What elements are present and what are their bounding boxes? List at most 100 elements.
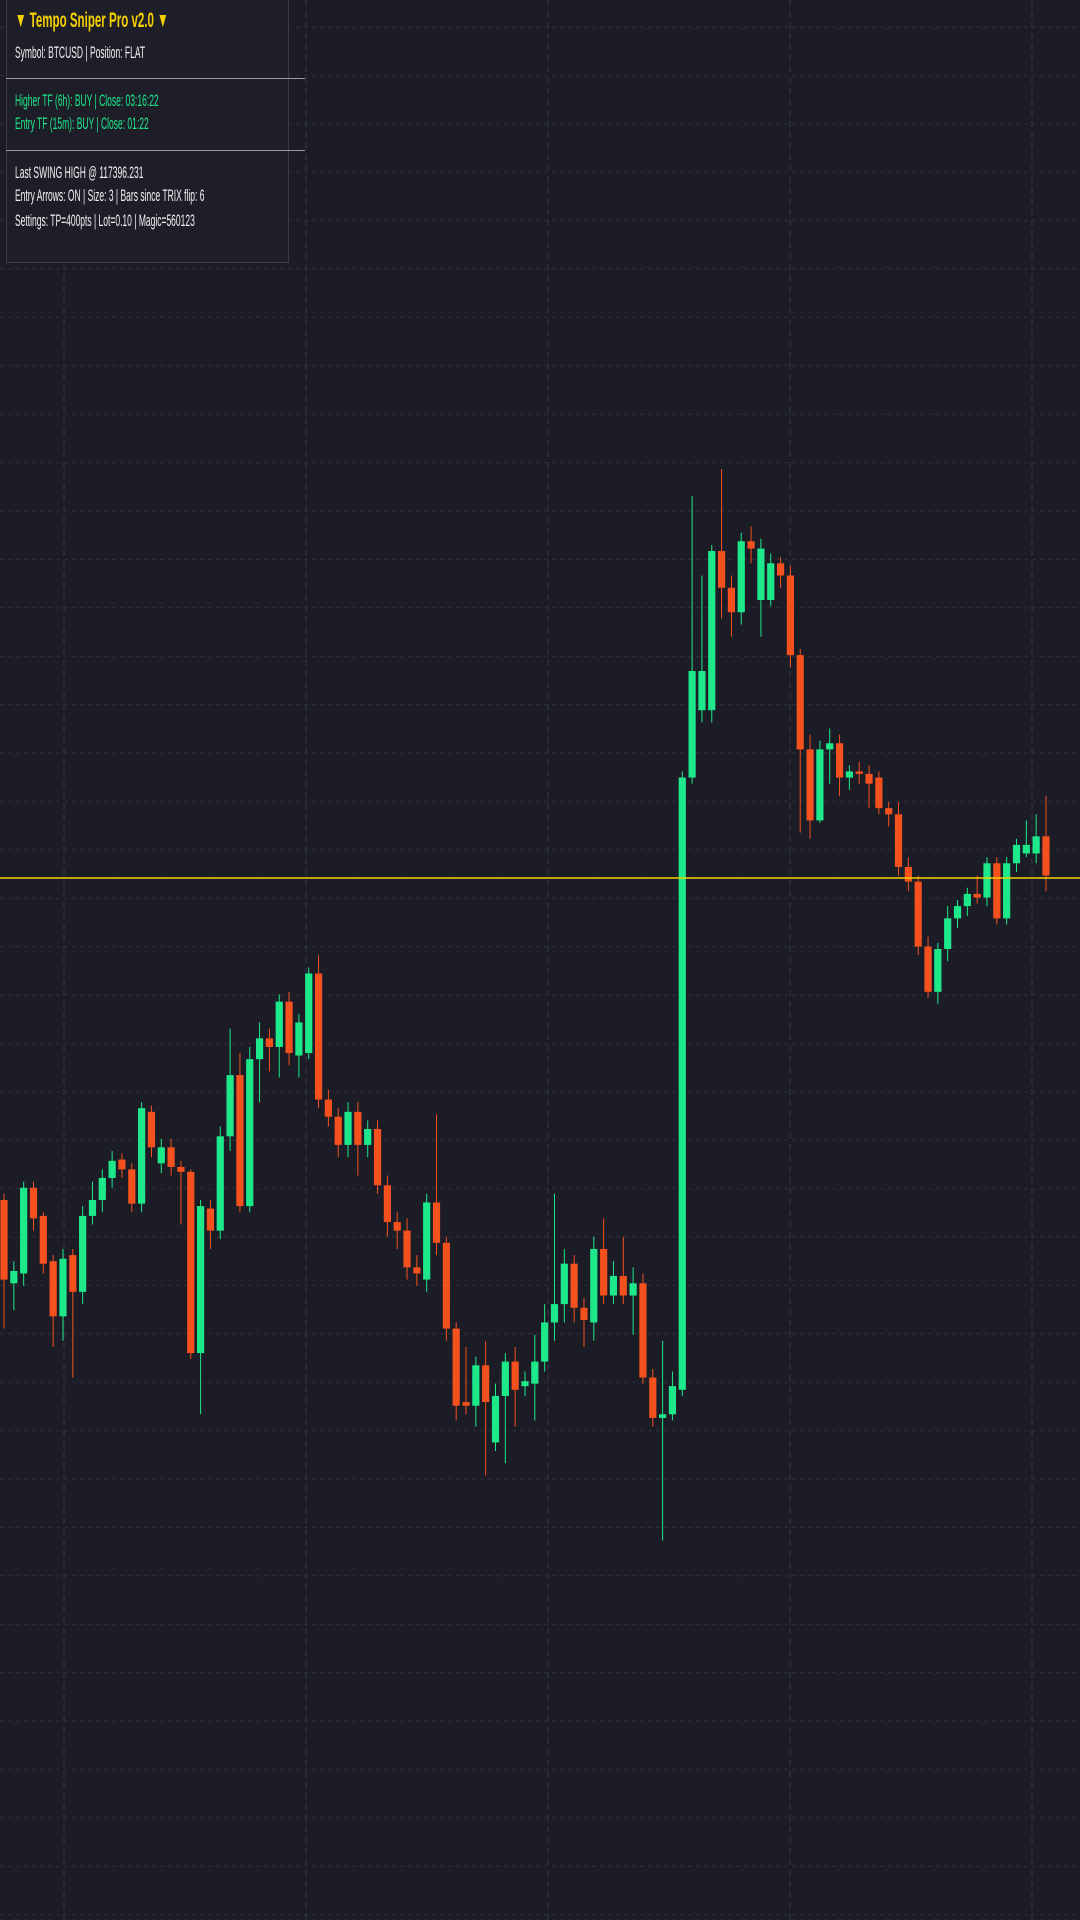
candle-body <box>570 1263 578 1308</box>
candle-body <box>934 948 942 992</box>
candle-body <box>855 771 863 774</box>
candle-body <box>432 1202 441 1243</box>
candle-body <box>20 1187 28 1274</box>
candle-body <box>324 1099 332 1117</box>
candle-body <box>806 749 814 821</box>
candle-body <box>167 1147 175 1167</box>
candle-body <box>255 1038 264 1060</box>
candle-body <box>128 1169 136 1204</box>
candle-body <box>747 541 755 549</box>
candle-body <box>305 973 313 1054</box>
candle-body <box>590 1248 598 1323</box>
candle-body <box>580 1307 588 1320</box>
candle-body <box>177 1166 185 1172</box>
candle-body <box>521 1381 529 1387</box>
candle-body <box>118 1159 126 1170</box>
candle-body <box>108 1160 116 1178</box>
candle-body <box>727 587 736 613</box>
candle-body <box>491 1395 500 1443</box>
candle-body <box>885 808 893 815</box>
candle-body <box>285 1001 293 1054</box>
candle-body <box>737 541 745 613</box>
panel-line: Entry Arrows: ON | Size: 3 | Bars since … <box>15 186 205 205</box>
candle-body <box>786 575 794 656</box>
candle-body <box>757 548 765 600</box>
candle-body <box>79 1215 87 1292</box>
candle-body <box>1022 844 1030 854</box>
candle-body <box>98 1177 106 1200</box>
panel-title: ▼ Tempo Sniper Pro v2.0 ▼ <box>15 9 169 32</box>
candle-body <box>875 777 883 809</box>
candle-body <box>816 749 824 821</box>
candle-body <box>314 973 323 1100</box>
candle-body <box>698 671 706 711</box>
candle-body <box>501 1361 509 1396</box>
candle-body <box>69 1255 77 1292</box>
candle-body <box>354 1111 362 1145</box>
candle-body <box>609 1275 618 1296</box>
candle-body <box>423 1202 431 1280</box>
candle-body <box>236 1075 244 1207</box>
candle-body <box>1012 844 1021 864</box>
candle-body <box>462 1402 470 1406</box>
separator <box>6 78 305 79</box>
candle-body <box>187 1171 195 1354</box>
panel-line: Symbol: BTCUSD | Position: FLAT <box>15 43 146 62</box>
candle-body <box>373 1128 382 1186</box>
panel-line: Higher TF (6h): BUY | Close: 03:16:22 <box>15 91 159 110</box>
candle-body <box>708 551 716 711</box>
candle-body <box>147 1111 156 1148</box>
candle-body <box>10 1271 18 1284</box>
candle-body <box>541 1322 549 1362</box>
candle-body <box>59 1258 67 1317</box>
candle-body <box>138 1108 146 1204</box>
candle-body <box>796 655 804 750</box>
candle-body <box>1032 836 1040 854</box>
candle-body <box>295 1022 303 1056</box>
candle-body <box>29 1187 38 1219</box>
candle-body <box>364 1128 372 1145</box>
panel-line: Settings: TP=400pts | Lot=0.10 | Magic=5… <box>15 211 195 230</box>
candle-body <box>776 563 785 576</box>
candle-body <box>688 671 696 778</box>
candle-body <box>944 918 952 949</box>
candle-body <box>226 1075 234 1137</box>
candle-body <box>649 1377 657 1418</box>
candle-body <box>659 1414 667 1418</box>
candle-body <box>835 743 844 778</box>
candle-body <box>1042 836 1050 876</box>
candle-body <box>0 1200 8 1280</box>
candle-body <box>413 1267 421 1274</box>
candle-body <box>197 1206 205 1354</box>
candle-body <box>511 1361 519 1390</box>
candle-body <box>894 814 903 867</box>
candle-body <box>393 1222 401 1231</box>
candle-body <box>265 1038 274 1047</box>
candle-body <box>983 863 991 898</box>
candle-body <box>826 743 834 750</box>
candle-body <box>717 551 726 588</box>
candle-body <box>973 893 981 898</box>
candle-body <box>39 1215 47 1264</box>
candle-body <box>452 1328 460 1406</box>
candle-body <box>678 777 686 1390</box>
candle-body <box>845 771 853 778</box>
candle-body <box>550 1304 559 1323</box>
candle-body <box>472 1365 480 1406</box>
candle-body <box>334 1116 342 1145</box>
candle-body <box>953 906 962 919</box>
candle-body <box>904 866 912 882</box>
panel-line: Last SWING HIGH @ 117396.231 <box>15 163 144 182</box>
candle-body <box>157 1147 165 1164</box>
candle-body <box>963 893 971 907</box>
candle-body <box>914 881 922 947</box>
candle-body <box>206 1208 215 1231</box>
candle-body <box>275 1001 283 1047</box>
candle-body <box>1003 863 1011 919</box>
candle-body <box>600 1248 608 1296</box>
candle-body <box>629 1283 637 1296</box>
candle-body <box>668 1386 677 1415</box>
candle-body <box>482 1365 490 1403</box>
